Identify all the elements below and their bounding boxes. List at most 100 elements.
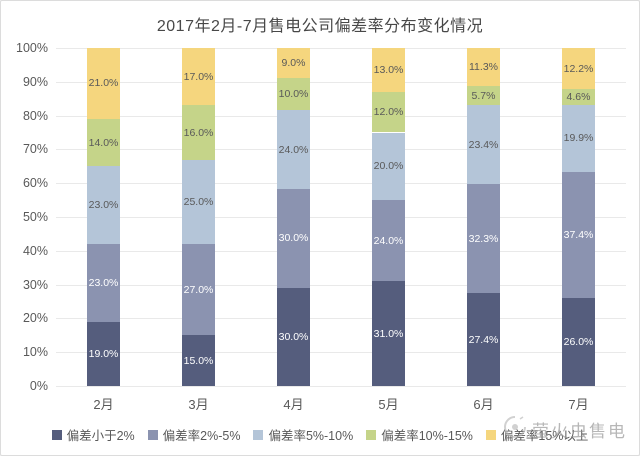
gridline [56, 217, 626, 218]
bar-segment [467, 105, 500, 185]
bar-segment [372, 281, 405, 386]
bar-segment [277, 110, 310, 190]
bar-data-label: 14.0% [88, 136, 119, 149]
x-axis-label: 4月 [283, 397, 304, 412]
bar-segment [372, 132, 405, 201]
legend-label: 偏差率2%-5% [162, 429, 241, 443]
bar-data-label: 5.7% [471, 89, 496, 102]
x-axis-label: 5月 [378, 397, 399, 412]
bar-segment [182, 335, 215, 386]
y-axis-tick-label: 90% [22, 74, 48, 89]
x-axis-label: 7月 [568, 397, 589, 412]
y-axis-tick-label: 50% [22, 210, 48, 224]
bar-segment [87, 48, 120, 119]
bar-data-label: 23.0% [88, 198, 119, 211]
bar-data-label: 30.0% [278, 330, 309, 343]
legend-label: 偏差率5%-10% [268, 429, 354, 443]
bar-data-label: 16.0% [183, 126, 214, 139]
bar-data-label: 31.0% [373, 327, 404, 340]
bar-segment [182, 244, 215, 336]
bar-segment [372, 200, 405, 282]
bar-data-label: 27.4% [468, 333, 499, 346]
bar-data-label: 37.4% [563, 228, 594, 241]
bar-data-label: 12.0% [373, 105, 404, 118]
bar-segment [562, 104, 595, 172]
bar-segment [467, 184, 500, 294]
x-axis-label: 3月 [188, 397, 209, 412]
legend-item: 偏差率15%以上 [485, 425, 589, 444]
bar-data-label: 17.0% [183, 70, 214, 83]
bar-data-label: 13.0% [373, 63, 404, 76]
bar-data-label: 12.2% [563, 62, 594, 75]
bar-data-label: 23.0% [88, 276, 119, 289]
bar-segment [277, 77, 310, 111]
bar-segment [87, 321, 120, 386]
bar-segment [182, 48, 215, 106]
legend-marker-icon [253, 429, 264, 440]
y-axis-tick-label: 30% [22, 277, 48, 292]
gridline [56, 183, 626, 185]
legend: 偏差小于2% 偏差率2%-5% 偏差率5%-10% 偏差率10%-15% 偏差率15%以… [1, 425, 639, 444]
y-axis-tick-label: 10% [22, 345, 48, 360]
bar-segment [372, 48, 405, 92]
legend-label: 偏差率15%以上 [500, 429, 589, 443]
gridline [56, 149, 626, 151]
gridline [56, 115, 626, 117]
bar-data-label: 10.0% [278, 87, 309, 100]
chart-title: 2017年2月-7月售电公司偏差率分布变化情况 [156, 18, 484, 35]
bar-segment [467, 48, 500, 87]
bar-segment [277, 189, 310, 288]
bar-segment [562, 89, 595, 105]
bar-data-label: 15.0% [183, 354, 214, 367]
y-axis-tick-label: 100% [16, 41, 48, 55]
bar-data-label: 23.4% [468, 138, 499, 151]
y-axis-tick-label: 0% [29, 379, 48, 393]
bar-data-label: 32.3% [468, 232, 499, 245]
gridline [56, 352, 626, 354]
bar-segment [562, 298, 595, 386]
bar-data-label: 20.0% [373, 160, 404, 173]
bar-segment [562, 171, 595, 299]
legend-label: 偏差率10%-15% [381, 429, 473, 443]
gridline [56, 250, 626, 252]
bar-segment [182, 159, 215, 245]
legend-marker-icon [51, 429, 62, 440]
bar-segment [182, 105, 215, 160]
legend-item: 偏差小于2% [51, 425, 135, 444]
gridline [56, 81, 626, 83]
legend-item: 偏差率2%-5% [147, 425, 241, 444]
bar-segment [87, 118, 120, 167]
bar-data-label: 4.6% [566, 90, 591, 103]
x-axis-label: 2月 [93, 397, 114, 412]
gridline [56, 48, 626, 49]
bar-data-label: 21.0% [88, 77, 119, 90]
gridline [56, 386, 626, 387]
bar-data-label: 9.0% [281, 56, 306, 69]
bar-data-label: 19.9% [563, 132, 594, 145]
bar-segment [87, 244, 120, 322]
y-axis-tick-label: 20% [22, 311, 48, 326]
legend-marker-icon [485, 429, 496, 440]
legend-item: 偏差率5%-10% [253, 425, 353, 444]
x-axis-label: 6月 [473, 397, 494, 412]
gridline [56, 318, 626, 320]
bar-data-label: 24.0% [373, 234, 404, 247]
legend-marker-icon [147, 429, 158, 440]
plot-area: 100% 90% 80% 70% 60% 50% 40% 30% 20% 10% 0% 19.0% 23… [16, 41, 626, 412]
y-axis-tick-label: 80% [22, 108, 48, 123]
bar-data-label: 24.0% [278, 143, 309, 156]
legend-marker-icon [366, 429, 377, 440]
legend-label: 偏差小于2% [66, 429, 135, 443]
bar-segment [277, 48, 310, 78]
bar-segment [372, 91, 405, 133]
gridline [56, 284, 626, 286]
bar-segment [562, 48, 595, 90]
bar-data-label: 30.0% [278, 232, 309, 245]
bar-data-label: 19.0% [88, 347, 119, 360]
bar-segment [277, 287, 310, 386]
bar-data-label: 26.0% [563, 335, 594, 348]
bar-segment [467, 86, 500, 106]
y-axis-tick-label: 70% [22, 142, 48, 157]
bar-segment [87, 166, 120, 245]
